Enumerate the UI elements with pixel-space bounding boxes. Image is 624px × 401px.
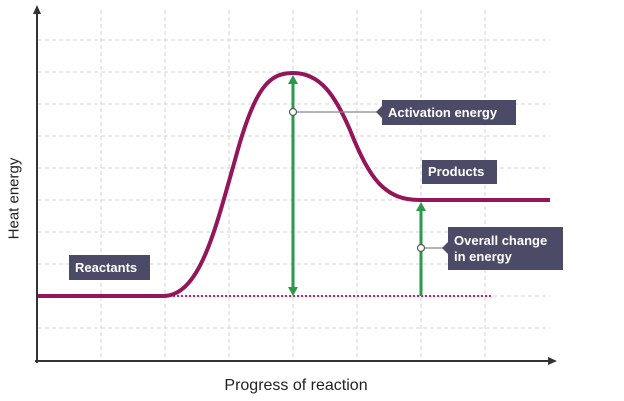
reactants-label: Reactants [69, 255, 150, 280]
overall-marker [416, 243, 426, 253]
x-axis-label: Progress of reaction [224, 377, 368, 394]
activation-energy-label: Activation energy [382, 100, 516, 125]
axes [33, 5, 557, 365]
overall-change-line1: Overall change [454, 232, 548, 248]
overall-pointer [442, 242, 448, 254]
y-axis-label: Heat energy [5, 157, 23, 240]
overall-change-arrow [416, 202, 426, 296]
energy-curve [37, 70, 550, 298]
activation-pointer [376, 106, 382, 118]
activation-energy-arrow [288, 75, 298, 296]
overall-change-label: Overall change in energy [448, 227, 563, 270]
activation-marker [288, 107, 298, 117]
products-label: Products [422, 160, 497, 184]
overall-change-line2: in energy [454, 248, 512, 264]
